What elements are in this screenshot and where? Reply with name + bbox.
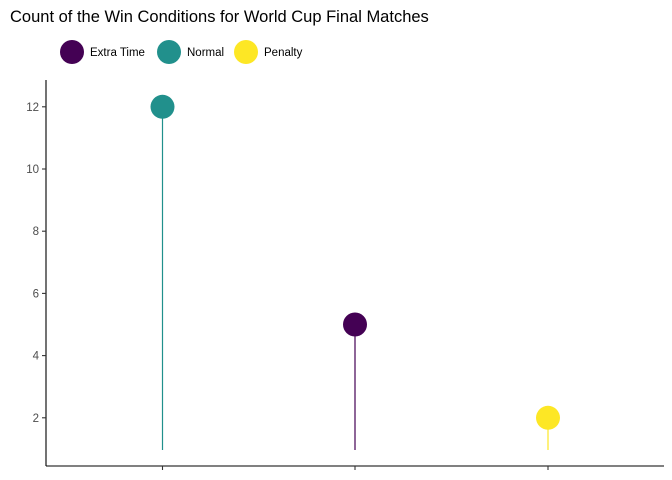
legend-swatch bbox=[60, 40, 84, 64]
lollipop-point bbox=[536, 405, 560, 430]
legend-item: Extra Time bbox=[60, 40, 145, 64]
legend-item: Penalty bbox=[234, 40, 303, 64]
y-tick-label: 10 bbox=[26, 164, 39, 176]
lollipop-point bbox=[343, 312, 367, 337]
y-tick-label: 6 bbox=[33, 288, 39, 300]
y-tick-label: 12 bbox=[26, 102, 39, 114]
y-tick-label: 2 bbox=[33, 413, 39, 425]
legend-label: Extra Time bbox=[90, 47, 145, 59]
chart-title: Count of the Win Conditions for World Cu… bbox=[10, 8, 429, 26]
legend-item: Normal bbox=[157, 40, 224, 64]
lollipop-extra-time bbox=[343, 312, 367, 450]
legend-swatch bbox=[234, 40, 258, 64]
legend-label: Normal bbox=[187, 47, 224, 59]
lollipop-point bbox=[150, 94, 175, 119]
lollipop-normal bbox=[150, 94, 175, 450]
data-marks bbox=[150, 94, 560, 450]
legend-label: Penalty bbox=[264, 47, 303, 59]
lollipop-penalty bbox=[536, 405, 560, 450]
axes: 2 4 6 8 10 12 bbox=[26, 80, 664, 470]
legend: Extra Time Normal Penalty bbox=[60, 40, 303, 64]
legend-swatch bbox=[157, 40, 181, 64]
y-tick-label: 4 bbox=[33, 351, 40, 363]
y-tick-label: 8 bbox=[33, 226, 39, 238]
